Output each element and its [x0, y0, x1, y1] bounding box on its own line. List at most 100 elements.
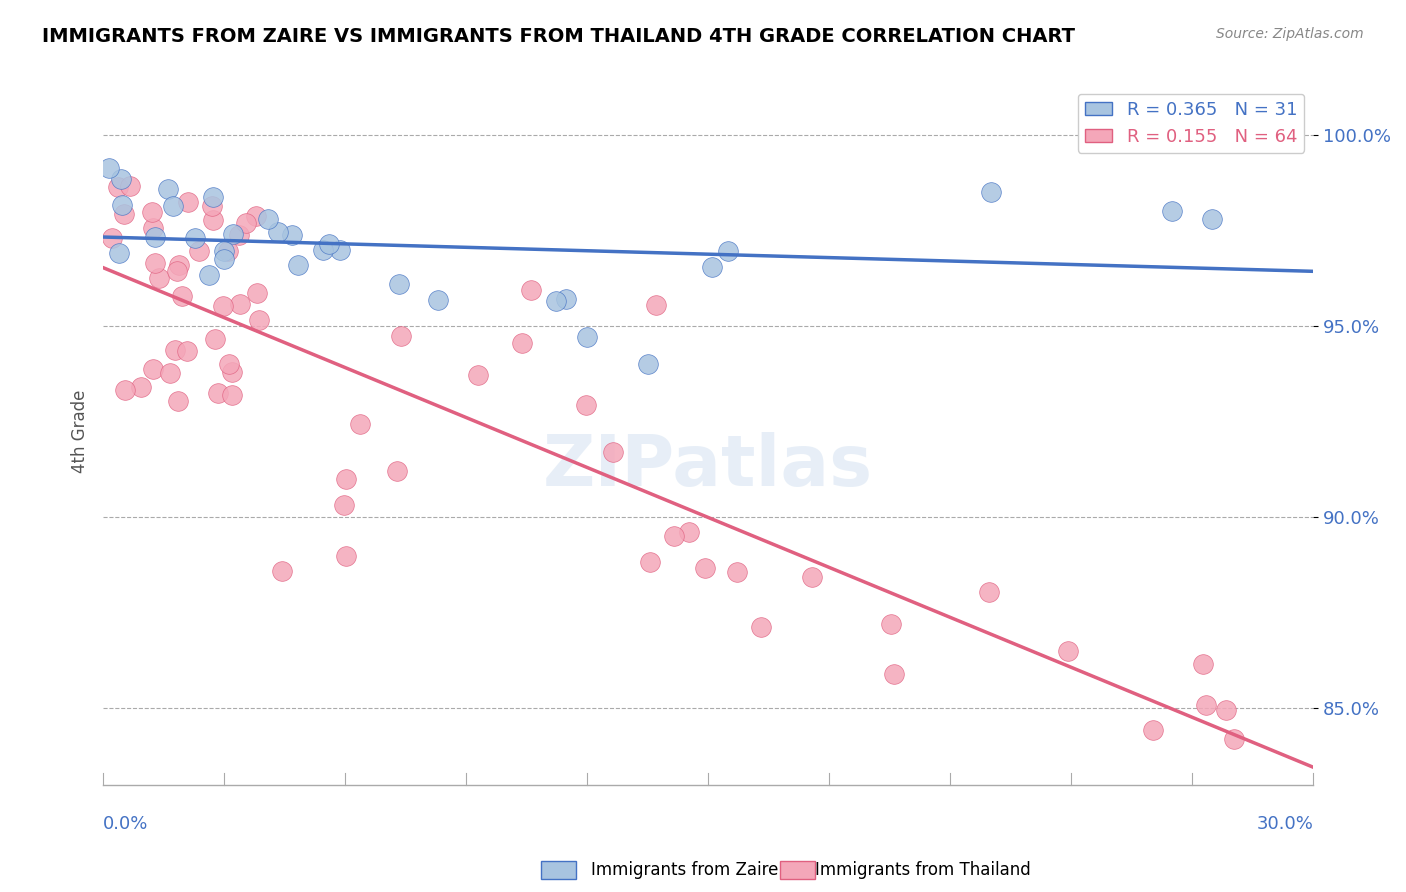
Point: [318, 236, 340, 251]
Point: [170, 289, 193, 303]
Point: [211, 299, 233, 313]
Point: [555, 292, 578, 306]
Point: [267, 225, 290, 239]
Point: [637, 357, 659, 371]
Point: [245, 209, 267, 223]
Point: [1191, 657, 1213, 671]
Point: [427, 293, 450, 307]
Point: [214, 244, 236, 258]
Point: [880, 616, 903, 631]
Point: [129, 379, 152, 393]
Point: [725, 565, 748, 579]
Point: [510, 335, 533, 350]
Point: [1201, 211, 1223, 226]
Point: [1215, 703, 1237, 717]
Point: [166, 393, 188, 408]
Point: [229, 297, 252, 311]
Point: [143, 229, 166, 244]
Point: [184, 230, 207, 244]
Point: [700, 260, 723, 275]
Point: [678, 524, 700, 539]
Text: IMMIGRANTS FROM ZAIRE VS IMMIGRANTS FROM THAILAND 4TH GRADE CORRELATION CHART: IMMIGRANTS FROM ZAIRE VS IMMIGRANTS FROM…: [42, 27, 1076, 45]
Point: [270, 565, 292, 579]
Point: [201, 199, 224, 213]
Point: [693, 561, 716, 575]
Point: [749, 620, 772, 634]
Point: [110, 197, 132, 211]
Point: [142, 221, 165, 235]
Y-axis label: 4th Grade: 4th Grade: [72, 390, 89, 473]
Point: [1057, 643, 1080, 657]
Point: [107, 180, 129, 194]
Point: [389, 329, 412, 343]
Point: [207, 386, 229, 401]
Point: [176, 343, 198, 358]
Point: [222, 227, 245, 241]
Point: [287, 258, 309, 272]
Point: [145, 256, 167, 270]
Point: [142, 361, 165, 376]
Point: [546, 293, 568, 308]
Point: [800, 570, 823, 584]
Text: 30.0%: 30.0%: [1257, 815, 1313, 833]
Point: [247, 313, 270, 327]
Point: [387, 464, 409, 478]
Point: [644, 298, 666, 312]
Text: Immigrants from Thailand: Immigrants from Thailand: [815, 861, 1031, 879]
Point: [187, 244, 209, 259]
Point: [169, 258, 191, 272]
Point: [98, 161, 121, 176]
Point: [1142, 723, 1164, 738]
Point: [157, 182, 180, 196]
Point: [202, 212, 225, 227]
Point: [108, 245, 131, 260]
Point: [335, 472, 357, 486]
Point: [177, 194, 200, 209]
Point: [217, 244, 239, 259]
Point: [1195, 698, 1218, 712]
Point: [212, 252, 235, 266]
Point: [228, 228, 250, 243]
Point: [148, 271, 170, 285]
Point: [1161, 204, 1184, 219]
Point: [519, 283, 541, 297]
Point: [114, 383, 136, 397]
Point: [883, 666, 905, 681]
Point: [235, 216, 257, 230]
Point: [162, 199, 184, 213]
Point: [335, 549, 357, 564]
Point: [717, 244, 740, 258]
Point: [256, 212, 278, 227]
Point: [576, 329, 599, 343]
Point: [165, 343, 187, 357]
Point: [349, 417, 371, 431]
Point: [388, 277, 411, 292]
Point: [198, 268, 221, 283]
Point: [159, 366, 181, 380]
Point: [575, 398, 598, 412]
Point: [100, 231, 122, 245]
Point: [312, 243, 335, 257]
Point: [467, 368, 489, 382]
Point: [141, 205, 163, 219]
Point: [110, 171, 132, 186]
Text: Source: ZipAtlas.com: Source: ZipAtlas.com: [1216, 27, 1364, 41]
Point: [118, 179, 141, 194]
Point: [333, 498, 356, 512]
Text: 0.0%: 0.0%: [103, 815, 149, 833]
Legend: R = 0.365   N = 31, R = 0.155   N = 64: R = 0.365 N = 31, R = 0.155 N = 64: [1078, 94, 1305, 153]
Point: [221, 365, 243, 379]
Point: [201, 190, 224, 204]
Point: [602, 445, 624, 459]
Point: [329, 243, 352, 257]
Text: ZIPatlas: ZIPatlas: [543, 432, 873, 501]
Point: [218, 357, 240, 371]
Point: [246, 286, 269, 301]
Point: [204, 332, 226, 346]
Point: [1223, 732, 1246, 747]
Point: [221, 387, 243, 401]
Point: [662, 529, 685, 543]
Point: [638, 555, 661, 569]
Point: [977, 585, 1000, 599]
Point: [980, 185, 1002, 199]
